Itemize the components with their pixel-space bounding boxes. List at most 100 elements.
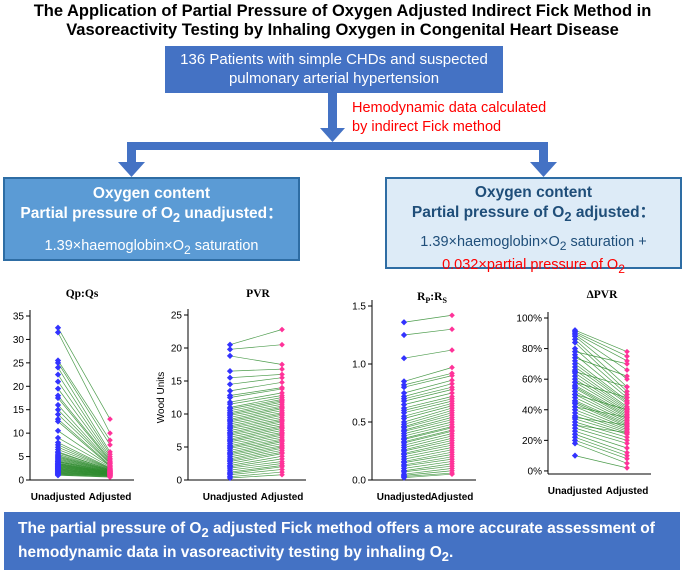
paired-line bbox=[403, 314, 453, 323]
y-tick-label: 15 bbox=[171, 377, 183, 388]
y-tick-label: 20% bbox=[522, 436, 542, 447]
paired-line bbox=[574, 433, 628, 453]
paired-line bbox=[57, 404, 111, 463]
adjusted-point bbox=[624, 440, 630, 447]
paired-line bbox=[57, 414, 111, 464]
paired-line bbox=[403, 427, 453, 440]
adjusted-point bbox=[624, 445, 630, 451]
adjusted-point bbox=[624, 373, 630, 379]
adjusted-point bbox=[107, 442, 113, 448]
paired-line bbox=[574, 394, 628, 421]
paired-line bbox=[403, 367, 453, 382]
paired-line bbox=[229, 344, 283, 350]
paired-line bbox=[574, 401, 628, 426]
paired-line bbox=[574, 381, 628, 414]
paired-line bbox=[403, 386, 453, 400]
adjusted-point bbox=[107, 430, 113, 436]
y-tick-label: 5 bbox=[18, 452, 24, 463]
paired-line bbox=[229, 388, 283, 398]
paired-line bbox=[57, 472, 111, 476]
paired-line bbox=[403, 417, 453, 431]
y-tick-label: 60% bbox=[522, 375, 542, 386]
adjusted-point bbox=[279, 361, 285, 368]
paired-line bbox=[229, 392, 283, 403]
unadjusted-point bbox=[226, 381, 234, 388]
paired-line bbox=[57, 461, 111, 472]
paired-line bbox=[57, 444, 111, 469]
adjusted-point bbox=[624, 383, 630, 390]
adjusted-point bbox=[624, 460, 630, 467]
paired-line bbox=[229, 443, 283, 454]
arrow-head-left bbox=[118, 162, 145, 177]
y-tick-label: 30 bbox=[13, 335, 25, 346]
paired-line bbox=[229, 434, 283, 447]
unadjusted-point bbox=[571, 379, 579, 386]
adjusted-head-1: Oxygen content bbox=[474, 184, 593, 201]
paired-line bbox=[57, 332, 111, 434]
paired-line bbox=[229, 399, 283, 410]
y-tick-label: 0 bbox=[176, 476, 182, 487]
paired-line bbox=[57, 446, 111, 470]
paired-line bbox=[229, 408, 283, 420]
paired-line bbox=[574, 360, 628, 401]
paired-line bbox=[57, 442, 111, 469]
chart-title: PVR bbox=[246, 288, 270, 300]
unadjusted-head-2: Partial pressure of O2 unadjusted： bbox=[20, 205, 283, 226]
adjusted-point bbox=[449, 471, 455, 478]
paired-line bbox=[403, 403, 453, 417]
paired-line bbox=[57, 457, 111, 471]
adjusted-point bbox=[279, 326, 285, 333]
paired-line bbox=[229, 401, 283, 414]
unadjusted-point bbox=[400, 355, 408, 362]
paired-line bbox=[229, 428, 283, 440]
paired-line bbox=[403, 392, 453, 405]
y-tick-label: 80% bbox=[522, 344, 542, 355]
paired-line bbox=[57, 468, 111, 475]
adjusted-point bbox=[624, 429, 630, 436]
paired-line bbox=[403, 372, 453, 386]
paired-line bbox=[403, 472, 453, 477]
paired-line bbox=[403, 389, 453, 402]
paired-line bbox=[574, 403, 628, 427]
adjusted-point bbox=[107, 437, 113, 443]
unadjusted-point bbox=[54, 385, 62, 392]
paired-line bbox=[574, 440, 628, 460]
adjusted-point bbox=[279, 379, 285, 386]
y-tick-label: 20 bbox=[13, 382, 25, 393]
unadjusted-point bbox=[400, 384, 408, 391]
paired-line bbox=[57, 360, 111, 441]
adjusted-point bbox=[279, 471, 285, 478]
x-category-unadjusted: Unadjusted bbox=[377, 492, 431, 503]
paired-line bbox=[229, 420, 283, 431]
paired-line bbox=[403, 419, 453, 432]
x-category-adjusted: Adjusted bbox=[606, 486, 649, 497]
unadjusted-point bbox=[571, 339, 579, 346]
chart-title: Qp:Qs bbox=[66, 288, 99, 300]
adjusted-point bbox=[624, 376, 630, 383]
paired-line bbox=[403, 442, 453, 454]
y-tick-label: 1.0 bbox=[352, 360, 366, 371]
paired-line bbox=[574, 386, 628, 417]
paired-line bbox=[229, 425, 283, 436]
unadjusted-point bbox=[400, 401, 408, 408]
paired-line bbox=[229, 436, 283, 448]
y-tick-label: 5 bbox=[176, 443, 182, 454]
paired-line bbox=[229, 413, 283, 425]
paired-line bbox=[574, 384, 628, 415]
paired-line bbox=[574, 397, 628, 423]
unadjusted-head-1: Oxygen content bbox=[92, 185, 211, 202]
paired-line bbox=[229, 447, 283, 460]
paired-line bbox=[574, 391, 628, 420]
paired-line bbox=[574, 366, 628, 404]
x-category-unadjusted: Unadjusted bbox=[31, 492, 85, 503]
adjusted-point bbox=[624, 348, 630, 355]
paired-line bbox=[57, 421, 111, 467]
paired-line bbox=[229, 414, 283, 427]
paired-line bbox=[229, 400, 283, 412]
adjusted-point bbox=[624, 388, 630, 395]
patients-line-2: pulmonary arterial hypertension bbox=[228, 70, 440, 87]
paired-line bbox=[229, 433, 283, 445]
paired-line bbox=[57, 455, 111, 471]
paired-line bbox=[574, 375, 628, 411]
